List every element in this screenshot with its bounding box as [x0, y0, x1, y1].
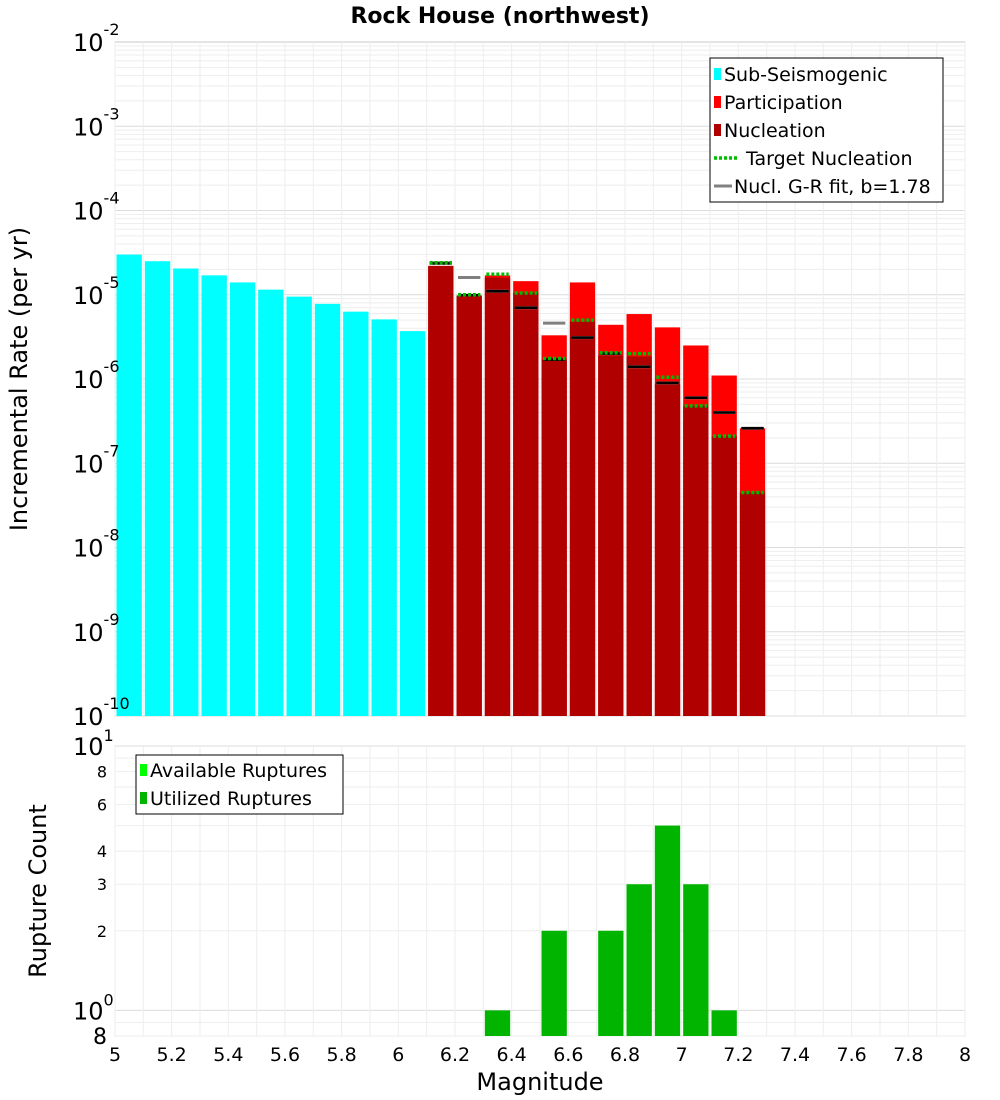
legend-label: Nucl. G-R fit, b=1.78 — [734, 176, 931, 198]
legend-label: Participation — [724, 92, 843, 114]
x-tick-label: 6 — [392, 1044, 404, 1066]
sub-seismogenic-bar — [258, 289, 284, 716]
legend-label: Available Ruptures — [150, 760, 327, 782]
x-tick-label: 7.4 — [780, 1044, 810, 1066]
x-tick-label: 5 — [109, 1044, 121, 1066]
utilized-ruptures-bar — [711, 1010, 737, 1036]
top-y-tick-label: 10-7 — [73, 441, 120, 478]
top-y-tick-label: 10-4 — [73, 189, 120, 226]
x-tick-label: 5.2 — [157, 1044, 187, 1066]
legend-label: Target Nucleation — [745, 148, 913, 170]
sub-seismogenic-bar — [399, 331, 426, 716]
utilized-ruptures-bar — [484, 1010, 511, 1036]
bottom-y-minor-tick-label: 8 — [93, 1025, 107, 1050]
bottom-y-axis-label: Rupture Count — [24, 804, 52, 978]
nucleation-bar — [626, 356, 652, 716]
top-y-tick-labels: 10-2 10-3 10-4 10-5 10-6 10-7 10-8 10-9 10-10 — [73, 20, 130, 731]
top-y-tick-label: 10-3 — [73, 104, 120, 141]
sub-seismogenic-bar — [371, 319, 397, 716]
nucleation-bar — [484, 277, 511, 716]
sub-seismogenic-bar — [116, 254, 142, 716]
sub-seismogenic-bar — [144, 261, 171, 716]
legend-swatch — [714, 124, 721, 136]
bottom-y-minor-tick-label: 2 — [97, 922, 107, 941]
legend-swatch — [714, 68, 721, 80]
nucleation-bar — [598, 355, 624, 716]
x-tick-labels: 5 5.2 5.4 5.6 5.8 6 6.2 6.4 6.6 6.8 7 7.2 7.4 7.6 7.8 8 — [109, 1044, 971, 1066]
utilized-ruptures-bar — [683, 884, 709, 1036]
nucleation-bar — [428, 265, 454, 716]
bottom-legend-box — [135, 754, 344, 815]
legend-swatch — [140, 792, 147, 804]
top-markers — [429, 260, 764, 495]
top-y-tick-label: 10-5 — [73, 273, 120, 310]
x-tick-label: 6.6 — [553, 1044, 583, 1066]
chart-title: Rock House (northwest) — [350, 4, 649, 29]
legend-swatch — [140, 764, 147, 776]
nucleation-bar — [569, 321, 596, 716]
bottom-y-tick-label: 101 — [73, 726, 114, 761]
top-y-tick-label: 10-6 — [73, 357, 120, 394]
nucleation-bar — [683, 405, 709, 716]
sub-seismogenic-bar — [343, 311, 369, 716]
legend-swatch — [714, 96, 721, 108]
x-tick-label: 6.4 — [497, 1044, 527, 1066]
sub-seismogenic-bar — [201, 275, 227, 716]
utilized-ruptures-bar — [626, 884, 652, 1036]
x-tick-label: 7.2 — [723, 1044, 753, 1066]
nucleation-bar — [654, 383, 681, 716]
x-tick-label: 7 — [676, 1044, 688, 1066]
sub-seismogenic-bar — [314, 303, 341, 716]
nucleation-bar — [739, 492, 766, 716]
x-tick-label: 5.4 — [213, 1044, 243, 1066]
x-tick-label: 5.6 — [270, 1044, 300, 1066]
top-legend-box — [709, 57, 944, 203]
utilized-ruptures-bar — [541, 930, 567, 1036]
nucleation-bar — [711, 436, 737, 716]
x-tick-label: 6.8 — [610, 1044, 640, 1066]
bottom-y-tick-label: 100 — [73, 990, 114, 1025]
legend-label: Utilized Ruptures — [150, 788, 312, 810]
sub-seismogenic-bar — [229, 282, 256, 716]
x-tick-label: 5.8 — [327, 1044, 357, 1066]
top-y-tick-label: 10-9 — [73, 610, 120, 647]
bottom-y-minor-tick-label: 8 — [97, 763, 107, 782]
x-tick-label: 8 — [959, 1044, 971, 1066]
x-tick-label: 7.8 — [893, 1044, 923, 1066]
top-grid — [114, 42, 966, 717]
nucleation-bar — [513, 292, 539, 716]
utilized-ruptures-bar — [654, 825, 681, 1036]
x-tick-label: 6.2 — [440, 1044, 470, 1066]
nucleation-bar — [541, 359, 567, 716]
bottom-bars — [484, 825, 737, 1036]
bottom-y-minor-tick-label: 3 — [97, 875, 107, 894]
top-legend: Sub-Seismogenic Participation Nucleation Ta… — [709, 57, 944, 203]
legend-label: Sub-Seismogenic — [724, 64, 888, 86]
nucleation-bar — [456, 295, 482, 716]
sub-seismogenic-bar — [286, 296, 312, 716]
x-tick-label: 7.6 — [837, 1044, 867, 1066]
top-y-tick-label: 10-8 — [73, 526, 120, 563]
sub-seismogenic-bar — [173, 268, 199, 716]
top-y-axis-label: Incremental Rate (per yr) — [5, 227, 33, 531]
top-y-tick-label: 10-10 — [73, 694, 130, 731]
top-bars — [116, 254, 766, 716]
x-axis-label: Magnitude — [476, 1068, 603, 1096]
bottom-y-minor-tick-label: 4 — [97, 842, 107, 861]
top-plot-panel: 10-2 10-3 10-4 10-5 10-6 10-7 10-8 10-9 10-10 In… — [5, 20, 966, 731]
bottom-legend: Available Ruptures Utilized Ruptures — [135, 754, 344, 815]
bottom-y-minor-tick-label: 6 — [97, 796, 107, 815]
top-y-tick-label: 10-2 — [73, 20, 120, 57]
utilized-ruptures-bar — [598, 930, 624, 1036]
legend-label: Nucleation — [724, 120, 826, 142]
